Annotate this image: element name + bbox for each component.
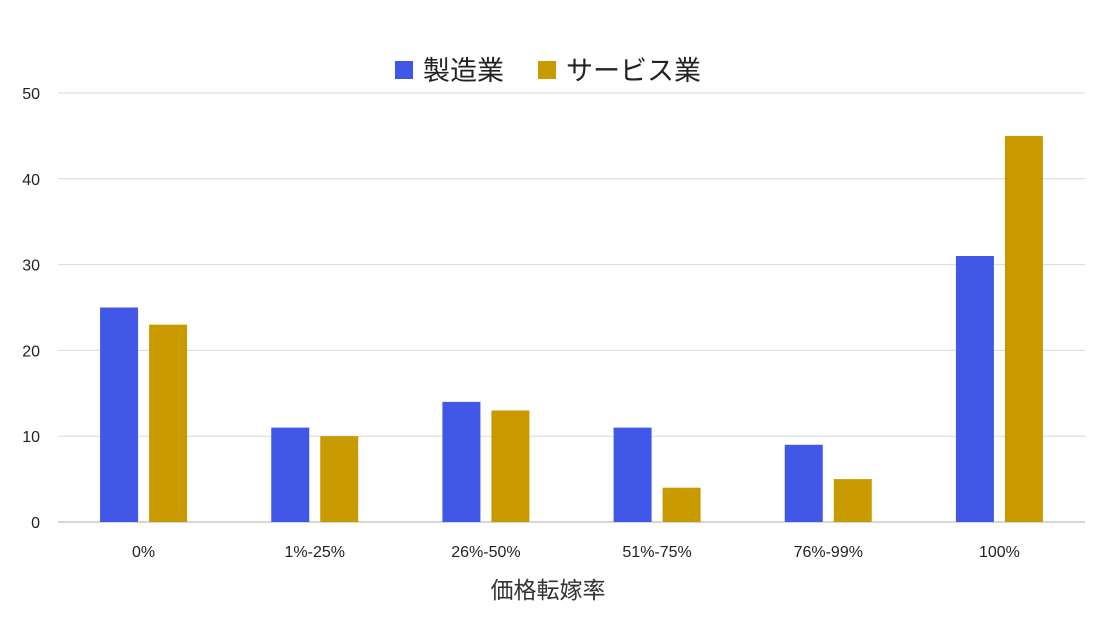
x-tick-label: 1%-25% xyxy=(285,544,345,561)
bar-series0-5 xyxy=(955,256,994,522)
y-tick-label: 30 xyxy=(22,258,40,275)
bar-series1-5 xyxy=(1004,135,1043,522)
bar-series1-0 xyxy=(149,324,188,522)
x-tick-label: 26%-50% xyxy=(451,544,520,561)
bar-series0-1 xyxy=(271,427,310,522)
y-tick-label: 10 xyxy=(22,429,40,446)
bars xyxy=(100,135,1043,522)
legend-swatch-1 xyxy=(538,61,556,79)
x-axis-title: 価格転嫁率 xyxy=(491,578,606,604)
legend-label-1: サービス業 xyxy=(566,56,701,87)
y-tick-label: 40 xyxy=(22,172,40,189)
bar-series0-3 xyxy=(613,427,652,522)
x-tick-label: 51%-75% xyxy=(622,544,691,561)
bar-series1-3 xyxy=(662,487,701,522)
bar-series0-0 xyxy=(100,307,139,522)
x-tick-label: 100% xyxy=(979,544,1020,561)
x-tick-label: 0% xyxy=(132,544,155,561)
y-axis-ticks: 0 10 20 30 40 50 xyxy=(22,86,40,532)
legend-label-0: 製造業 xyxy=(423,56,504,87)
bar-series1-2 xyxy=(491,410,530,522)
legend: 製造業 サービス業 xyxy=(395,56,701,87)
grid-lines xyxy=(58,92,1085,523)
y-tick-label: 50 xyxy=(22,86,40,103)
bar-series0-2 xyxy=(442,401,481,522)
bar-series0-4 xyxy=(784,444,823,522)
x-tick-label: 76%-99% xyxy=(794,544,863,561)
y-tick-label: 0 xyxy=(31,515,40,532)
bar-series1-4 xyxy=(833,479,872,522)
bar-series1-1 xyxy=(320,436,359,522)
legend-swatch-0 xyxy=(395,61,413,79)
y-tick-label: 20 xyxy=(22,343,40,360)
x-axis-ticks: 0% 1%-25% 26%-50% 51%-75% 76%-99% 100% xyxy=(132,544,1020,561)
